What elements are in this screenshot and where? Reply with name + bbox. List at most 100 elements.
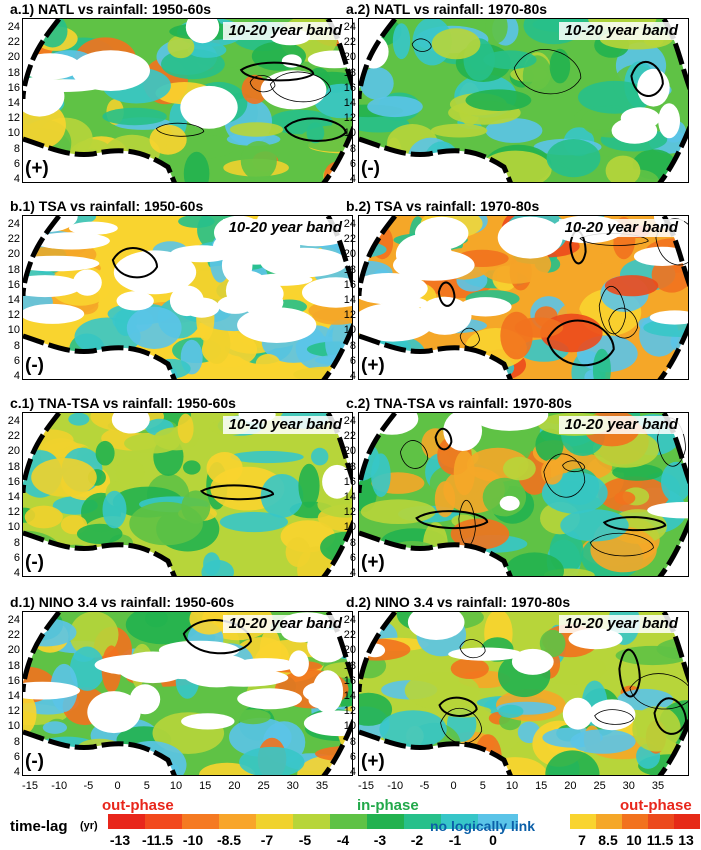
y-tick-label: 6: [349, 157, 356, 170]
no-link-area: [236, 278, 284, 310]
x-tick-label: 20: [564, 780, 577, 792]
heatmap-cell: [42, 721, 67, 734]
y-tick-label: 22: [343, 629, 356, 642]
no-link-area: [407, 612, 465, 640]
y-tick-label: 22: [7, 36, 20, 49]
no-link-area: [234, 658, 297, 672]
colorbar-swatch: [648, 814, 674, 829]
colorbar-swatch: [367, 814, 404, 829]
no-link-area: [23, 53, 81, 80]
colorbar-swatch: [622, 814, 648, 829]
map-heatmap: [359, 216, 688, 379]
map-panel: 10-20 year band (+): [22, 18, 353, 183]
heatmap-cell: [661, 461, 688, 502]
no-link-area: [511, 648, 554, 675]
y-tick-label: 4: [13, 766, 20, 778]
y-tick-label: 14: [343, 97, 356, 109]
colorbar-tick-label: -3: [373, 832, 387, 848]
significance-contour: [283, 117, 347, 142]
ocean-mask: [359, 19, 688, 182]
panel-title: c.2) TNA-TSA vs rainfall: 1970-80s: [346, 395, 572, 411]
colorbar-tick-label: -2: [410, 832, 424, 848]
colorbar-swatch: [441, 814, 478, 829]
significance-contour: [629, 673, 688, 710]
panel-title: d.1) NINO 3.4 vs rainfall: 1950-60s: [10, 594, 235, 610]
y-tick-label: 24: [343, 614, 356, 626]
no-link-area: [443, 413, 483, 451]
no-link-area: [23, 76, 65, 117]
y-tick-label: 6: [349, 750, 356, 763]
heatmap-cell: [24, 505, 63, 529]
y-tick-label: 18: [7, 66, 20, 79]
y-tick-label: 24: [7, 614, 20, 626]
y-tick-label: 14: [7, 294, 20, 306]
heatmap-cell: [95, 440, 115, 466]
y-tick-label: 8: [13, 536, 20, 549]
heatmap-cell: [115, 458, 145, 486]
y-tick-label: 6: [13, 750, 20, 763]
y-tick-label: 8: [349, 536, 356, 549]
phase-sign-label: (+): [361, 751, 385, 772]
heatmap-cell: [392, 23, 411, 60]
phase-sign-label: (-): [25, 751, 44, 772]
heatmap-cell: [129, 501, 203, 546]
no-link-area: [185, 19, 220, 44]
significance-contour: [411, 38, 432, 52]
no-link-area: [303, 710, 352, 737]
y-tick-label: 14: [343, 491, 356, 503]
heatmap-cell: [125, 612, 200, 645]
no-link-area: [73, 269, 102, 296]
x-tick-label: 0: [114, 780, 121, 792]
x-tick-label: 20: [228, 780, 241, 792]
y-tick-label: 6: [13, 354, 20, 367]
colorbar-swatch: [330, 814, 367, 829]
no-link-area: [499, 495, 520, 511]
panel-title: a.1) NATL vs rainfall: 1950-60s: [10, 1, 212, 17]
map-panel: 10-20 year band (+): [358, 611, 689, 776]
ocean-mask: [23, 19, 352, 182]
colorbar-tick-label: -8.5: [216, 832, 242, 848]
y-tick-label: 16: [7, 674, 20, 687]
significance-contour: [653, 697, 688, 735]
y-tick-label: 10: [343, 720, 356, 733]
x-tick-label: 5: [143, 780, 150, 792]
band-label: 10-20 year band: [222, 219, 348, 237]
y-tick-label: 10: [343, 127, 356, 140]
heatmap-cell: [255, 354, 281, 373]
significance-contour: [111, 247, 159, 279]
map-panel: 10-20 year band (-): [22, 611, 353, 776]
y-tick-label: 4: [13, 567, 20, 579]
no-link-area: [588, 699, 636, 731]
colorbar-tick-label: -1: [448, 832, 462, 848]
y-tick-label: 14: [343, 690, 356, 702]
heatmap-cell: [617, 688, 674, 711]
y-tick-label: 16: [343, 81, 356, 94]
no-link-area: [251, 273, 313, 286]
significance-contour: [630, 61, 664, 97]
y-tick-label: 20: [343, 51, 356, 64]
no-link-area: [497, 216, 563, 259]
heatmap-cell: [430, 123, 488, 138]
x-tick-label: -10: [51, 780, 68, 792]
band-label: 10-20 year band: [222, 416, 348, 434]
y-tick-label: 12: [7, 705, 20, 718]
heatmap-cell: [235, 709, 271, 725]
colorbar-swatch: [256, 814, 293, 829]
y-tick-label: 6: [13, 157, 20, 170]
y-tick-label: 16: [343, 475, 356, 488]
y-tick-label: 18: [343, 659, 356, 672]
no-link-area: [23, 681, 80, 700]
significance-contour: [434, 427, 453, 451]
y-tick-label: 14: [7, 97, 20, 109]
colorbar-swatch: [145, 814, 182, 829]
phase-sign-label: (-): [25, 552, 44, 573]
map-panel: 10-20 year band (+): [358, 412, 689, 577]
significance-contour: [589, 532, 654, 557]
map-heatmap: [359, 612, 688, 775]
no-link-area: [183, 297, 220, 318]
x-tick-label: -10: [387, 780, 404, 792]
time-lag-label: time-lag: [10, 818, 68, 835]
heatmap-cell: [187, 42, 227, 58]
significance-contour: [458, 499, 476, 547]
coastline: [23, 216, 352, 379]
